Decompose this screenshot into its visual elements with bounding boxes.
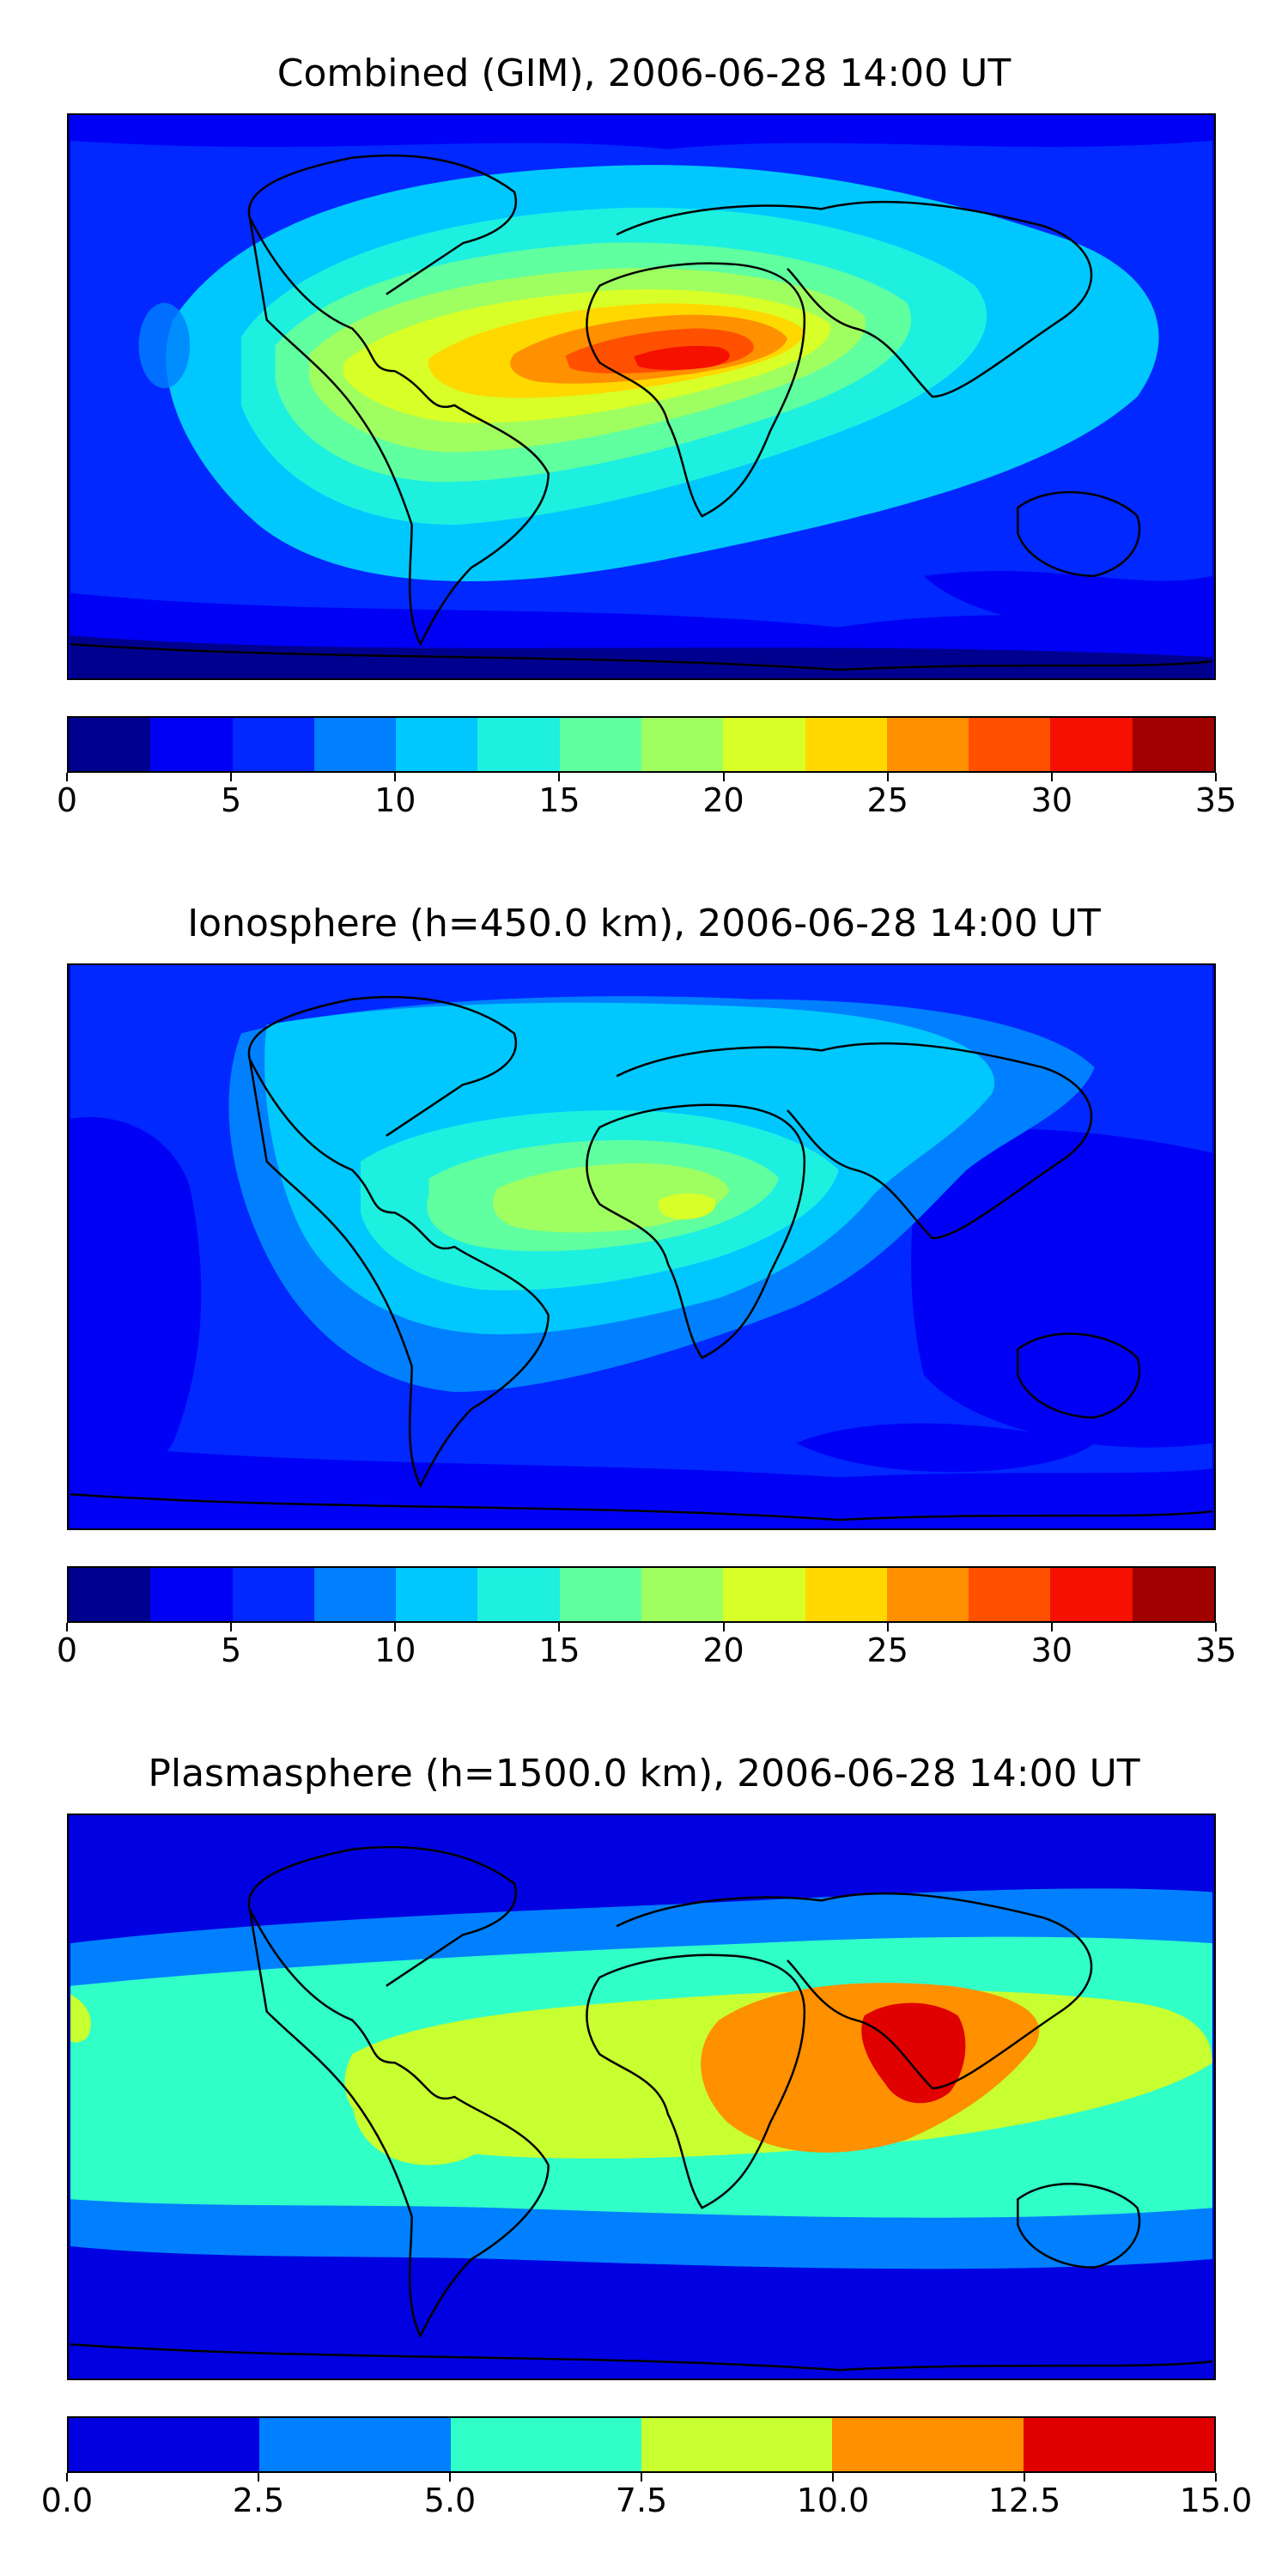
colorbar-tick [722,773,725,781]
colorbar-tick-label: 0 [56,1631,78,1669]
colorbar-segment [313,1568,398,1621]
panel-1-contour-map [70,115,1213,678]
colorbar-tick [258,2473,259,2482]
colorbar-segment [641,718,725,771]
colorbar-tick-label: 25 [866,1631,908,1669]
panel-2-colorbar-ticks: 0 5 10 15 20 25 30 35 [0,1623,1288,1674]
colorbar-tick [1024,2473,1025,2482]
panel-1-colorbar [67,716,1216,773]
colorbar-segment [641,1568,725,1621]
panel-2-colorbar [67,1566,1216,1623]
colorbar-tick [394,773,397,781]
colorbar-segment [150,1568,234,1621]
colorbar-tick-label: 5.0 [423,2482,477,2519]
colorbar-tick-label: 2.5 [232,2482,285,2519]
colorbar-tick-label: 25 [866,781,908,819]
colorbar-segment [450,2418,642,2471]
colorbar-segment [641,2418,834,2471]
colorbar-tick [832,2473,834,2482]
colorbar-tick [1215,773,1217,781]
colorbar-tick [558,1623,561,1631]
panel-3-colorbar [67,2416,1216,2473]
colorbar-tick-label: 15 [538,1631,580,1669]
colorbar-tick [394,1623,397,1631]
panel-3-title: Plasmasphere (h=1500.0 km), 2006-06-28 1… [148,1752,1140,1795]
colorbar-tick-label: 20 [702,781,744,819]
colorbar-segment [313,718,398,771]
colorbar-tick-label: 5 [221,1631,242,1669]
colorbar-tick [230,1623,233,1631]
panel-3-colorbar-ticks: 0.0 2.5 5.0 7.5 10.0 12.5 15.0 [0,2473,1288,2524]
panel-1-title: Combined (GIM), 2006-06-28 14:00 UT [276,52,1012,95]
colorbar-segment [805,1568,888,1621]
colorbar-tick-label: 15 [538,781,580,819]
colorbar-tick [449,2473,451,2482]
colorbar-segment [969,718,1052,771]
colorbar-segment [396,718,479,771]
colorbar-segment [1132,1568,1214,1621]
colorbar-tick-label: 5 [221,781,242,819]
colorbar-segment [150,718,234,771]
colorbar-tick-label: 30 [1030,1631,1073,1669]
colorbar-segment [1050,718,1133,771]
colorbar-tick-label: 35 [1194,1631,1237,1669]
colorbar-segment [559,718,642,771]
colorbar-segment [723,1568,806,1621]
panel-2-contour-map [70,965,1213,1528]
colorbar-segment [259,2418,452,2471]
colorbar-segment [232,1568,315,1621]
panel-1-colorbar-ticks: 0 5 10 15 20 25 30 35 [0,773,1288,824]
colorbar-segment [69,1568,152,1621]
colorbar-segment [723,718,806,771]
colorbar-tick-label: 30 [1030,781,1073,819]
panel-3-map [67,1814,1216,2380]
colorbar-segment [1050,1568,1133,1621]
colorbar-segment [396,1568,479,1621]
colorbar-segment [969,1568,1052,1621]
colorbar-tick [1050,1623,1053,1631]
colorbar-tick-label: 0.0 [40,2482,94,2519]
colorbar-segment [477,718,561,771]
colorbar-tick [886,773,889,781]
colorbar-tick [558,773,561,781]
colorbar-segment [886,718,970,771]
panel-2-map [67,963,1216,1530]
colorbar-segment [805,718,888,771]
colorbar-segment [1023,2418,1214,2471]
colorbar-segment [1132,718,1214,771]
colorbar-segment [69,2418,261,2471]
panel-3-contour-map [70,1815,1213,2379]
colorbar-tick [1215,2473,1217,2482]
colorbar-tick-label: 10 [374,781,416,819]
colorbar-tick [66,2473,68,2482]
colorbar-tick [66,773,68,781]
colorbar-tick [641,2473,642,2482]
colorbar-tick-label: 35 [1194,781,1237,819]
colorbar-segment [232,718,315,771]
colorbar-tick-label: 0 [56,781,78,819]
colorbar-segment [886,1568,970,1621]
colorbar-tick [1215,1623,1217,1631]
colorbar-tick [1050,773,1053,781]
colorbar-tick-label: 20 [702,1631,744,1669]
colorbar-tick-label: 10 [374,1631,416,1669]
colorbar-tick [230,773,233,781]
colorbar-tick [66,1623,68,1631]
colorbar-segment [477,1568,561,1621]
colorbar-tick [886,1623,889,1631]
colorbar-tick-label: 10.0 [796,2482,870,2519]
colorbar-segment [559,1568,642,1621]
panel-1-map [67,113,1216,680]
colorbar-tick-label: 12.5 [987,2482,1061,2519]
colorbar-tick-label: 7.5 [615,2482,668,2519]
colorbar-tick-label: 15.0 [1179,2482,1253,2519]
colorbar-segment [69,718,152,771]
colorbar-tick [722,1623,725,1631]
panel-2-title: Ionosphere (h=450.0 km), 2006-06-28 14:0… [187,902,1101,945]
colorbar-segment [832,2418,1024,2471]
